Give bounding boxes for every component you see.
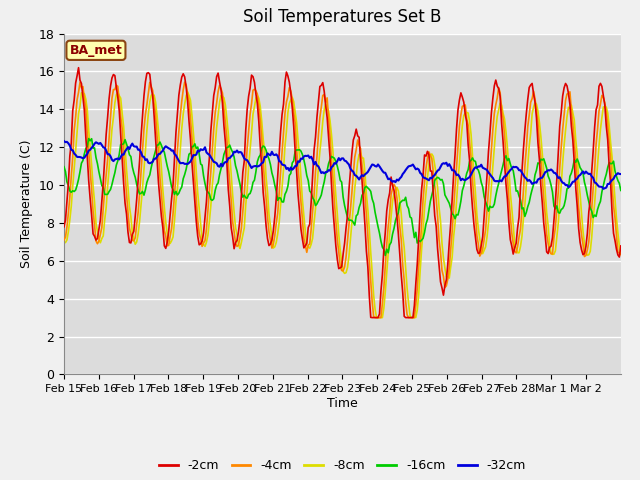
Legend: -2cm, -4cm, -8cm, -16cm, -32cm: -2cm, -4cm, -8cm, -16cm, -32cm <box>154 454 531 477</box>
Title: Soil Temperatures Set B: Soil Temperatures Set B <box>243 9 442 26</box>
Text: BA_met: BA_met <box>70 44 122 57</box>
X-axis label: Time: Time <box>327 397 358 410</box>
Y-axis label: Soil Temperature (C): Soil Temperature (C) <box>20 140 33 268</box>
